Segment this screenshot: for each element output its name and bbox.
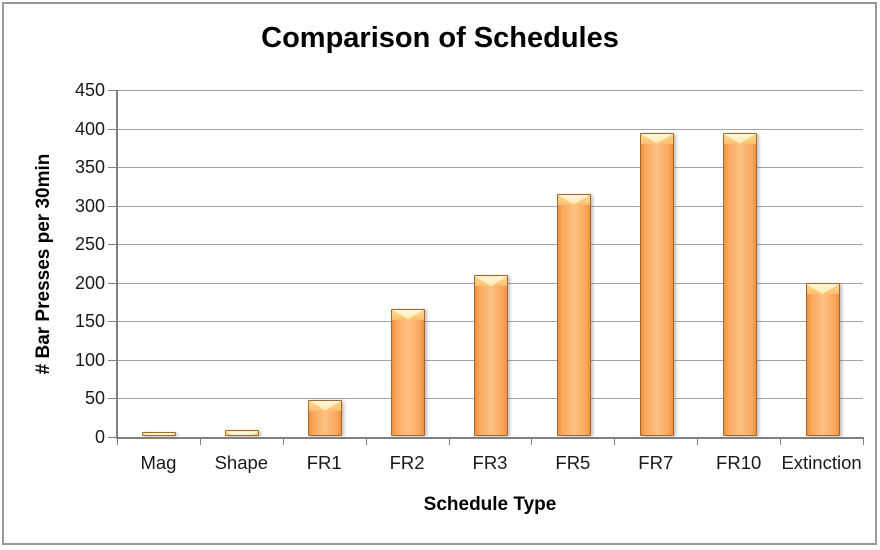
bar-Mag bbox=[142, 431, 177, 436]
x-tick-3 bbox=[365, 439, 367, 445]
y-tick-150 bbox=[108, 321, 117, 323]
y-tick-label-200: 200 bbox=[74, 272, 105, 293]
y-tick-350 bbox=[108, 167, 117, 169]
x-tick-7 bbox=[697, 439, 699, 445]
bar-cap-Extinction bbox=[806, 284, 839, 295]
bar-cap-FR3 bbox=[475, 276, 507, 287]
bar-FR3 bbox=[474, 275, 508, 436]
x-category-label-FR3: FR3 bbox=[472, 452, 508, 473]
y-tick-200 bbox=[108, 282, 117, 284]
x-tick-2 bbox=[282, 439, 284, 445]
y-tick-50 bbox=[108, 398, 117, 400]
x-tick-0 bbox=[117, 439, 118, 445]
bar-cap-FR5 bbox=[557, 194, 590, 205]
bar-Shape bbox=[225, 430, 260, 436]
y-tick-label-150: 150 bbox=[74, 311, 105, 332]
x-category-label-Shape: Shape bbox=[214, 452, 269, 473]
bar-Extinction bbox=[805, 283, 840, 436]
bar-cap-Mag bbox=[143, 432, 176, 435]
x-tick-6 bbox=[614, 439, 616, 445]
x-category-label-Extinction: Extinction bbox=[781, 452, 862, 473]
x-tick-4 bbox=[448, 439, 450, 445]
bar-cap-FR10 bbox=[723, 133, 756, 144]
bar-FR5 bbox=[556, 193, 591, 436]
x-category-label-FR10: FR10 bbox=[716, 452, 762, 473]
bar-FR2 bbox=[391, 308, 426, 436]
x-axis-title: Schedule Type bbox=[423, 494, 557, 515]
gridline-450 bbox=[117, 90, 863, 91]
bar-cap-FR7 bbox=[640, 133, 673, 144]
x-tick-9 bbox=[863, 439, 864, 445]
x-category-label-FR7: FR7 bbox=[638, 452, 674, 473]
x-category-label-Mag: Mag bbox=[140, 452, 177, 473]
y-tick-450 bbox=[108, 90, 117, 91]
x-category-label-FR5: FR5 bbox=[555, 452, 591, 473]
y-tick-250 bbox=[108, 244, 117, 246]
x-category-label-FR1: FR1 bbox=[306, 452, 342, 473]
y-tick-label-100: 100 bbox=[74, 349, 105, 370]
gridline-300 bbox=[117, 205, 863, 207]
y-tick-label-50: 50 bbox=[84, 388, 105, 409]
x-axis-line bbox=[116, 437, 864, 439]
x-tick-8 bbox=[780, 439, 782, 445]
y-tick-label-450: 450 bbox=[74, 80, 105, 100]
x-category-label-FR2: FR2 bbox=[389, 452, 425, 473]
gridline-350 bbox=[117, 167, 863, 169]
y-tick-label-0: 0 bbox=[94, 427, 105, 447]
plot-area: 0 50 100 150 200 250 300 350 400 450 Mag Shape FR1 F… bbox=[75, 80, 864, 473]
y-tick-label-300: 300 bbox=[74, 195, 105, 216]
y-tick-0 bbox=[108, 437, 117, 438]
bar-cap-FR1 bbox=[309, 400, 342, 411]
y-tick-label-400: 400 bbox=[74, 118, 105, 139]
bar-cap-Shape bbox=[226, 431, 259, 436]
x-tick-1 bbox=[199, 439, 201, 445]
bar-FR1 bbox=[308, 399, 343, 436]
gridline-250 bbox=[117, 244, 863, 246]
y-axis-line bbox=[116, 90, 118, 439]
chart-title: Comparison of Schedules bbox=[261, 22, 619, 54]
y-tick-label-250: 250 bbox=[74, 234, 105, 255]
y-tick-400 bbox=[108, 128, 117, 130]
bar-cap-FR2 bbox=[392, 309, 425, 320]
gridline-400 bbox=[117, 128, 863, 130]
bar-FR7 bbox=[639, 132, 674, 436]
y-tick-label-350: 350 bbox=[74, 157, 105, 178]
x-tick-5 bbox=[531, 439, 533, 445]
bar-FR10 bbox=[722, 132, 757, 436]
y-tick-100 bbox=[108, 359, 117, 361]
y-tick-300 bbox=[108, 205, 117, 207]
